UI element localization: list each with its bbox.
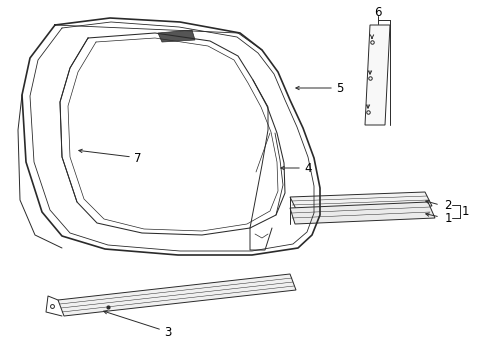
Polygon shape [364, 25, 389, 125]
Text: 1: 1 [443, 212, 451, 225]
Text: 5: 5 [336, 81, 343, 95]
Polygon shape [158, 30, 195, 42]
Text: 2: 2 [443, 198, 451, 212]
Text: 6: 6 [373, 5, 381, 18]
Text: 4: 4 [304, 162, 311, 175]
Polygon shape [58, 274, 295, 316]
Text: 3: 3 [164, 327, 171, 339]
Text: 1: 1 [460, 204, 468, 217]
Text: 7: 7 [134, 152, 142, 165]
Polygon shape [289, 192, 431, 211]
Polygon shape [289, 202, 434, 224]
